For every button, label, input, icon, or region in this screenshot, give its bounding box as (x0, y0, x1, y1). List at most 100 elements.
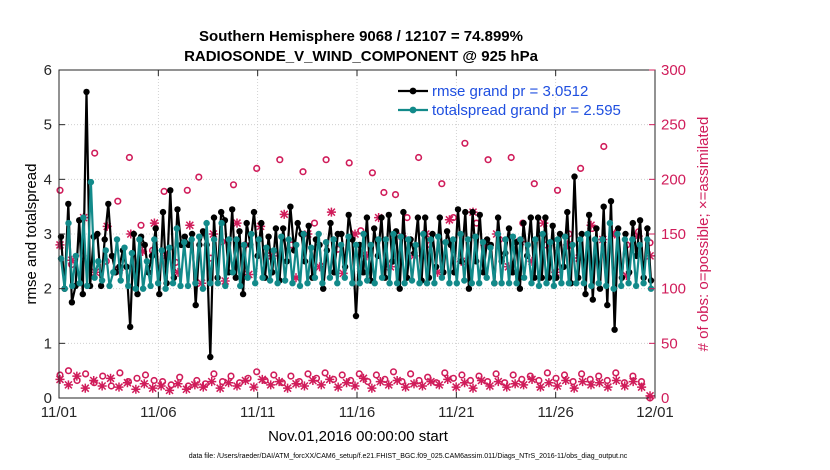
totalspread-point (154, 280, 162, 287)
obs-assimilated-marker (122, 378, 132, 388)
grid (59, 70, 655, 398)
totalspread-point (252, 280, 259, 287)
rmse-point (239, 290, 247, 298)
x-tick-label: 11/06 (140, 404, 176, 421)
totalspread-point (304, 280, 311, 287)
totalspread-point (487, 244, 494, 251)
obs-assimilated-marker (325, 374, 335, 384)
obs-possible-marker (91, 149, 99, 157)
obs-assimilated-marker (283, 383, 293, 393)
rmse-point (385, 211, 392, 219)
obs-possible-marker (530, 180, 538, 188)
totalspread-point (517, 236, 524, 243)
obs-assimilated-marker (148, 383, 158, 393)
totalspread-point (397, 233, 404, 240)
obs-assimilated-marker (603, 382, 613, 392)
totalspread-point (214, 280, 221, 287)
obs-assimilated-marker (375, 377, 385, 387)
obs-possible-marker (389, 368, 398, 376)
rmse-point (174, 206, 181, 213)
obs-assimilated-marker (586, 220, 596, 230)
rmse-point (207, 353, 214, 361)
obs-possible-marker (227, 372, 235, 380)
obs-assimilated-marker (165, 385, 175, 395)
rmse-point (371, 225, 378, 232)
obs-possible-marker (99, 372, 107, 380)
totalspread-point (610, 285, 617, 292)
obs-possible-marker (600, 142, 608, 151)
totalspread-point (599, 236, 606, 243)
rmse-point (232, 274, 239, 281)
series-layer (55, 88, 655, 402)
obs-assimilated-marker (611, 375, 621, 386)
x-tick-label: 11/01 (41, 404, 77, 421)
obs-assimilated-marker (156, 381, 166, 391)
rmse-point (130, 230, 137, 238)
obs-assimilated-marker (594, 378, 605, 388)
rmse-point (465, 285, 473, 292)
totalspread-point (595, 280, 602, 287)
totalspread-point (640, 280, 647, 287)
rmse-point (83, 88, 90, 96)
y2-tick-label: 300 (661, 62, 686, 79)
rmse-point (396, 285, 403, 292)
obs-assimilated-marker (67, 255, 77, 265)
rmse-point (280, 225, 287, 232)
obs-assimilated-marker (451, 382, 461, 392)
obs-possible-marker (218, 378, 227, 386)
totalspread-point (296, 282, 304, 290)
obs-assimilated-marker (198, 382, 208, 392)
obs-possible-marker (484, 156, 492, 164)
totalspread-point (143, 258, 151, 265)
totalspread-point (614, 230, 621, 238)
obs-assimilated-marker (621, 270, 631, 281)
totalspread-point (80, 214, 87, 221)
totalspread-point (644, 236, 651, 243)
obs-assimilated-marker (401, 382, 411, 392)
totalspread-point (554, 236, 561, 243)
rmse-point (105, 200, 112, 208)
obs-assimilated-marker (426, 377, 436, 387)
totalspread-point (367, 241, 375, 249)
obs-assimilated-marker (97, 381, 107, 391)
totalspread-point (188, 236, 195, 243)
rmse-point (250, 208, 258, 216)
totalspread-point (106, 282, 113, 290)
obs-assimilated-marker (63, 380, 73, 390)
obs-assimilated-marker (308, 375, 318, 386)
totalspread-point (588, 282, 595, 290)
rmse-point (607, 198, 615, 205)
rmse-point (192, 301, 199, 309)
x-tick-label: 11/21 (438, 404, 474, 421)
obs-possible-marker (552, 374, 560, 382)
totalspread-point (69, 282, 76, 290)
rmse-point (152, 225, 159, 232)
obs-possible-marker (553, 186, 562, 194)
obs-assimilated-marker (342, 378, 352, 388)
totalspread-point (177, 282, 184, 290)
totalspread-point (349, 280, 356, 287)
totalspread-point (207, 280, 214, 287)
tick-labels: 11/01 11/06 11/11 11/16 11/21 11/26 12/0101234… (41, 62, 686, 421)
obs-assimilated-marker (315, 262, 325, 272)
rmse-point (320, 285, 327, 292)
totalspread-point (539, 230, 546, 238)
obs-possible-marker (458, 371, 466, 379)
totalspread-point (412, 241, 419, 249)
obs-assimilated-marker (326, 207, 336, 217)
totalspread-point (505, 280, 513, 287)
rmse-point (338, 230, 345, 238)
rmse-point (429, 230, 436, 238)
totalspread-point (255, 236, 263, 243)
rmse-point (363, 214, 371, 221)
obs-assimilated-marker (102, 221, 112, 231)
rmse-point (414, 214, 422, 221)
totalspread-point (625, 280, 632, 287)
obs-possible-marker (133, 374, 141, 382)
obs-assimilated-marker (620, 381, 630, 391)
rmse-point (571, 173, 578, 180)
y-tick-label: 0 (44, 390, 52, 407)
rmse-point (549, 222, 556, 229)
obs-possible-marker (576, 164, 585, 172)
